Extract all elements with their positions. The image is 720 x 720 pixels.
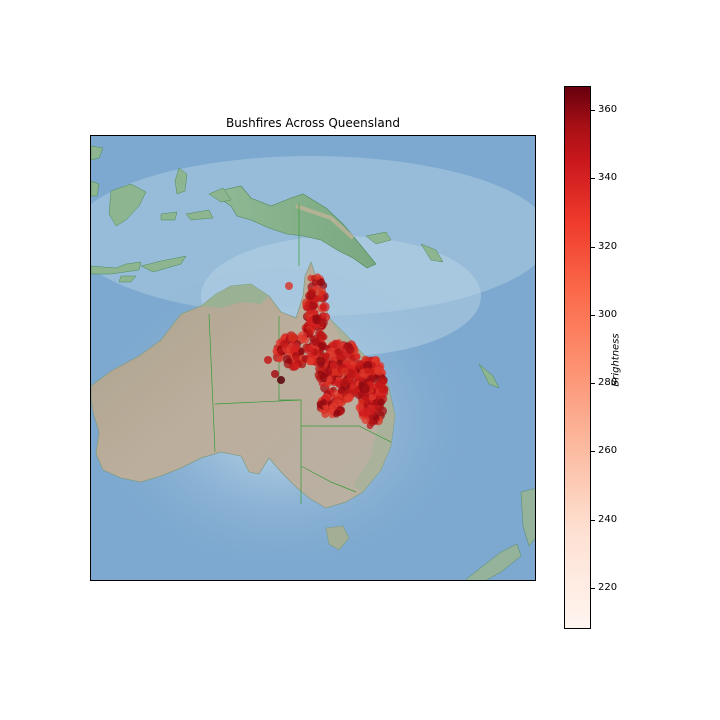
colorbar-tick-label: 220 (598, 582, 618, 594)
fire-point (334, 348, 342, 356)
fire-point (331, 342, 338, 349)
colorbar-tick-label: 360 (598, 103, 618, 115)
fire-point (344, 393, 354, 403)
fire-point (373, 414, 380, 422)
fire-point (314, 273, 321, 281)
fire-point (340, 367, 349, 376)
fire-point (377, 406, 387, 416)
colorbar-tick (591, 178, 595, 180)
fire-points (264, 273, 389, 430)
colorbar-tick-label: 320 (598, 240, 618, 252)
fire-point (264, 356, 272, 364)
fire-point (292, 354, 301, 362)
new-zealand (465, 488, 535, 580)
fire-point (330, 368, 338, 376)
fire-point (319, 302, 330, 312)
fire-point (359, 383, 370, 394)
fire-point (361, 416, 370, 425)
colorbar-tick-label: 240 (598, 513, 618, 525)
fire-point (323, 352, 331, 360)
fire-point (366, 422, 374, 430)
fire-point (319, 318, 328, 327)
fire-point (293, 362, 300, 369)
fire-point (340, 377, 350, 387)
fire-point (277, 376, 285, 384)
colorbar-tick-label: 340 (598, 172, 618, 184)
fire-point (306, 356, 315, 365)
colorbar-tick-label: 280 (598, 377, 618, 389)
new-guinea (218, 185, 377, 269)
fire-point (288, 333, 297, 343)
fire-point (326, 369, 333, 376)
fire-point (378, 376, 387, 385)
fire-point (304, 345, 314, 355)
colorbar-label: Brightness (610, 333, 622, 387)
fire-point (345, 345, 355, 354)
colorbar-tick (591, 314, 595, 316)
fire-point (360, 408, 371, 418)
fire-point (271, 370, 279, 378)
colorbar (564, 86, 591, 629)
fire-point (277, 348, 284, 355)
colorbar-tick-label: 260 (598, 445, 618, 457)
fire-point (378, 384, 388, 394)
fire-point (332, 398, 341, 408)
colorbar-tick (591, 519, 595, 521)
fire-point (320, 399, 327, 406)
fire-point (333, 411, 340, 418)
map-basemap (91, 136, 535, 580)
fire-point (307, 288, 317, 299)
fire-point (358, 398, 365, 405)
fire-point (336, 359, 343, 366)
fire-point (363, 361, 373, 371)
colorbar-tick (591, 383, 595, 385)
fire-point (276, 355, 284, 363)
map-title: Bushfires Across Queensland (226, 116, 400, 130)
fire-point (301, 355, 308, 363)
fire-point (364, 367, 371, 374)
colorbar-tick (591, 246, 595, 248)
islands (91, 145, 500, 389)
fire-point (329, 361, 338, 370)
fire-point (302, 336, 310, 344)
fire-point (298, 348, 305, 355)
fire-point (374, 366, 384, 376)
fire-point (353, 353, 361, 361)
fire-point (377, 398, 385, 406)
fire-point (282, 354, 292, 364)
fire-point (326, 376, 333, 383)
fire-point (316, 356, 326, 366)
colorbar-tick (591, 588, 595, 590)
fire-point (285, 282, 293, 290)
map-axes (90, 135, 536, 581)
fire-point (367, 374, 375, 382)
colorbar-tick-label: 300 (598, 308, 618, 320)
fire-point (316, 278, 326, 287)
colorbar-tick (591, 451, 595, 453)
fire-point (316, 331, 326, 340)
colorbar-tick (591, 109, 595, 111)
fire-point (279, 339, 289, 349)
fire-point (346, 369, 356, 379)
fire-point (308, 301, 318, 311)
colorbar-ticks: 220 240 260 280 300 320 340 360 (591, 86, 631, 629)
fire-point (316, 289, 325, 297)
fire-point (303, 304, 310, 311)
fire-point (312, 309, 319, 316)
